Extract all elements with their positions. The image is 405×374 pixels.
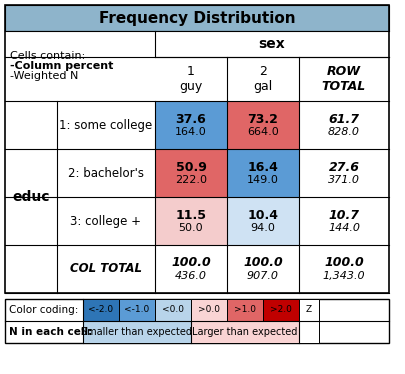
Bar <box>190 299 226 321</box>
Bar <box>190 321 298 343</box>
Text: 16.4: 16.4 <box>247 160 278 174</box>
Bar <box>226 245 298 293</box>
Text: 27.6: 27.6 <box>328 160 358 174</box>
Bar <box>155 197 226 245</box>
Text: 100.0: 100.0 <box>243 257 282 270</box>
Text: 1,343.0: 1,343.0 <box>322 271 364 281</box>
Bar <box>155 101 226 149</box>
Bar <box>83 299 119 321</box>
Bar <box>298 299 318 321</box>
Bar <box>298 149 388 197</box>
Text: <-1.0: <-1.0 <box>124 306 149 315</box>
Text: 828.0: 828.0 <box>327 127 359 137</box>
Text: COL TOTAL: COL TOTAL <box>70 263 142 276</box>
Text: Color coding:: Color coding: <box>9 305 78 315</box>
Text: 149.0: 149.0 <box>247 175 278 185</box>
Bar <box>155 299 190 321</box>
Bar <box>226 101 298 149</box>
Text: Cells contain:: Cells contain: <box>10 51 85 61</box>
Text: 222.0: 222.0 <box>175 175 207 185</box>
Bar <box>262 299 298 321</box>
Text: 37.6: 37.6 <box>175 113 206 126</box>
Bar <box>5 31 388 57</box>
Text: 1
guy: 1 guy <box>179 65 202 93</box>
Text: 2
gal: 2 gal <box>253 65 272 93</box>
Text: 144.0: 144.0 <box>327 223 359 233</box>
Text: Smaller than expected: Smaller than expected <box>81 327 192 337</box>
Bar <box>5 5 388 293</box>
Text: 94.0: 94.0 <box>250 223 275 233</box>
Text: -Column percent: -Column percent <box>10 61 113 71</box>
Text: Frequency Distribution: Frequency Distribution <box>98 10 294 25</box>
Text: >2.0: >2.0 <box>269 306 291 315</box>
Text: >0.0: >0.0 <box>198 306 220 315</box>
Text: Larger than expected: Larger than expected <box>192 327 297 337</box>
Bar <box>5 299 388 343</box>
Text: 664.0: 664.0 <box>247 127 278 137</box>
Text: 61.7: 61.7 <box>328 113 358 126</box>
Text: >1.0: >1.0 <box>233 306 256 315</box>
Text: 10.7: 10.7 <box>328 208 358 221</box>
Text: 436.0: 436.0 <box>175 271 207 281</box>
Bar <box>298 321 318 343</box>
Bar <box>155 245 226 293</box>
Text: 371.0: 371.0 <box>327 175 359 185</box>
Text: 3: college +: 3: college + <box>70 215 141 227</box>
Text: N in each cell:: N in each cell: <box>9 327 92 337</box>
Text: 100.0: 100.0 <box>323 257 363 270</box>
Text: 100.0: 100.0 <box>171 257 210 270</box>
Bar <box>83 321 190 343</box>
Bar <box>298 197 388 245</box>
Text: 10.4: 10.4 <box>247 208 278 221</box>
Text: 907.0: 907.0 <box>246 271 278 281</box>
Text: educ: educ <box>12 190 50 204</box>
Text: sex: sex <box>258 37 285 51</box>
Bar <box>298 101 388 149</box>
Text: 2: bachelor's: 2: bachelor's <box>68 166 144 180</box>
Text: 11.5: 11.5 <box>175 208 206 221</box>
Bar <box>5 5 388 31</box>
Text: <0.0: <0.0 <box>162 306 183 315</box>
Text: 50.9: 50.9 <box>175 160 206 174</box>
Bar <box>226 149 298 197</box>
Text: 73.2: 73.2 <box>247 113 278 126</box>
Bar <box>119 299 155 321</box>
Text: ROW
TOTAL: ROW TOTAL <box>321 65 365 93</box>
Bar <box>155 149 226 197</box>
Text: -Weighted N: -Weighted N <box>10 71 78 81</box>
Text: 50.0: 50.0 <box>178 223 203 233</box>
Text: Z: Z <box>305 306 311 315</box>
Bar <box>298 245 388 293</box>
Text: <-2.0: <-2.0 <box>88 306 113 315</box>
Text: 1: some college: 1: some college <box>59 119 152 132</box>
Text: 164.0: 164.0 <box>175 127 207 137</box>
Bar <box>226 197 298 245</box>
Bar <box>226 299 262 321</box>
